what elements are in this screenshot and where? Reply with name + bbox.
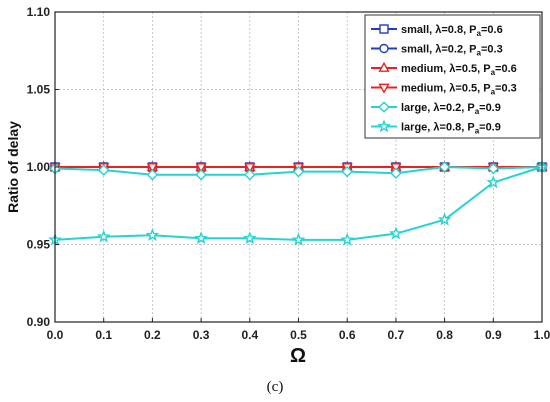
x-axis-title: Ω	[290, 345, 306, 367]
data-point	[292, 165, 305, 178]
data-point	[438, 161, 451, 173]
data-point	[291, 232, 306, 246]
data-point	[96, 229, 111, 243]
legend-item: large, λ=0.2, Pa=0.9	[371, 101, 501, 116]
legend-item: medium, λ=0.5, Pa=0.6	[371, 61, 517, 77]
y-tick-label: 0.90	[27, 315, 51, 329]
y-tick-label: 0.95	[27, 238, 51, 252]
legend-marker	[378, 83, 390, 94]
data-point	[486, 175, 501, 189]
legend-marker	[377, 119, 391, 133]
data-point	[146, 163, 158, 174]
data-point	[146, 168, 159, 181]
data-point	[487, 162, 500, 175]
legend-label: medium, λ=0.5, Pa=0.3	[401, 83, 517, 97]
x-tick-label: 0.0	[47, 328, 64, 342]
legend-marker	[378, 101, 390, 113]
legend-label: small, λ=0.2, Pa=0.3	[401, 44, 503, 58]
data-point	[244, 168, 256, 181]
data-point	[244, 163, 256, 174]
legend-label: large, λ=0.8, Pa=0.9	[401, 122, 501, 136]
y-tick-label: 1.00	[27, 160, 51, 174]
data-point	[195, 163, 207, 174]
x-tick-label: 0.2	[144, 328, 161, 342]
legend-item: small, λ=0.8, Pa=0.6	[371, 24, 503, 38]
data-point	[390, 167, 402, 179]
data-point	[389, 226, 403, 240]
data-point	[97, 164, 110, 176]
x-tick-label: 0.6	[339, 328, 356, 342]
y-axis-title: Ratio of delay	[5, 121, 21, 213]
legend-item: small, λ=0.2, Pa=0.3	[371, 44, 503, 58]
data-point	[194, 231, 208, 245]
x-tick-label: 0.4	[241, 328, 258, 342]
x-tick-label: 0.7	[388, 328, 405, 342]
series-5	[49, 161, 548, 181]
x-tick-label: 0.3	[193, 328, 210, 342]
y-axis: 0.90 0.95 1.00 1.05 1.10	[27, 5, 59, 329]
x-tick-label: 1.0	[534, 328, 550, 342]
x-tick-label: 0.5	[290, 328, 307, 342]
legend-marker	[378, 61, 390, 72]
data-point	[145, 228, 160, 242]
legend-box	[364, 14, 541, 139]
legend-marker	[379, 43, 389, 54]
data-point	[437, 212, 452, 226]
data-point	[242, 231, 257, 245]
legend: small, λ=0.8, Pa=0.6 small, λ=0.2, Pa=0.3…	[364, 14, 541, 139]
data-point	[195, 168, 207, 181]
legend-item: large, λ=0.8, Pa=0.9	[371, 119, 501, 136]
legend-label: medium, λ=0.5, Pa=0.6	[401, 63, 517, 77]
y-tick-label: 1.05	[27, 83, 51, 97]
y-tick-label: 1.10	[27, 5, 51, 19]
x-axis: 0.0 0.1 0.2 0.3 0.4 0.5 0.6 0.7 0.8 0.9 1.0	[47, 318, 550, 342]
x-tick-label: 0.9	[485, 328, 502, 342]
legend-marker	[379, 24, 389, 34]
legend-label: large, λ=0.2, Pa=0.9	[401, 102, 501, 116]
legend-label: small, λ=0.8, Pa=0.6	[401, 24, 503, 38]
data-point	[340, 232, 355, 246]
x-tick-label: 0.1	[95, 328, 112, 342]
legend-item: medium, λ=0.5, Pa=0.3	[371, 83, 517, 97]
figure-caption: (c)	[267, 379, 284, 395]
x-tick-label: 0.8	[436, 328, 453, 342]
data-point	[341, 165, 353, 178]
